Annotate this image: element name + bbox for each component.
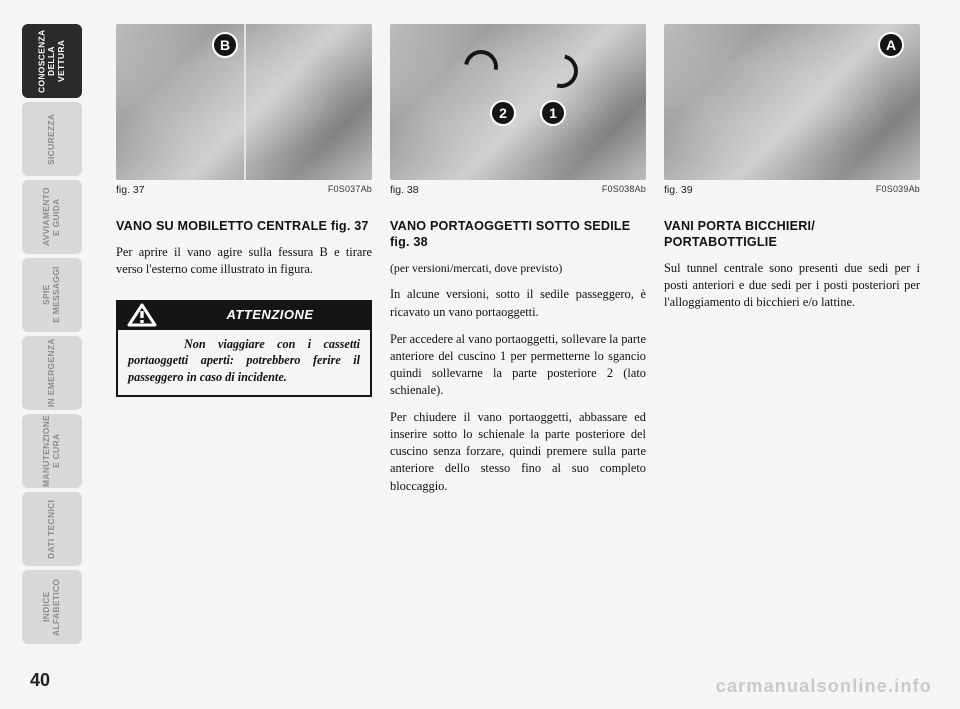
tab-conoscenza[interactable]: CONOSCENZA DELLA VETTURA bbox=[22, 24, 82, 98]
figure-37-label: fig. 37 bbox=[116, 184, 145, 196]
figure-38: 2 1 fig. 38 F0S038Ab bbox=[390, 24, 646, 196]
column-3: VANI PORTA BICCHIERI/ PORTABOTTIGLIE Sul… bbox=[664, 218, 920, 505]
tab-dati-tecnici[interactable]: DATI TECNICI bbox=[22, 492, 82, 566]
tab-avviamento[interactable]: AVVIAMENTO E GUIDA bbox=[22, 180, 82, 254]
figure-39-label: fig. 39 bbox=[664, 184, 693, 196]
watermark: carmanualsonline.info bbox=[716, 676, 932, 697]
figure-38-code: F0S038Ab bbox=[602, 184, 646, 196]
warning-text-content: Non viaggiare con i cassetti portaoggett… bbox=[128, 337, 360, 383]
warning-triangle-icon bbox=[116, 300, 168, 330]
warning-box: ATTENZIONE Non viaggiare con i cassetti … bbox=[116, 300, 372, 396]
figure-37-code: F0S037Ab bbox=[328, 184, 372, 196]
tab-emergenza[interactable]: IN EMERGENZA bbox=[22, 336, 82, 410]
page-number: 40 bbox=[30, 670, 50, 691]
col2-heading: VANO PORTAOGGETTI SOTTO SEDILE fig. 38 bbox=[390, 218, 646, 250]
figure-37: B fig. 37 F0S037Ab bbox=[116, 24, 372, 196]
tab-indice[interactable]: INDICE ALFABETICO bbox=[22, 570, 82, 644]
tab-manutenzione[interactable]: MANUTENZIONE E CURA bbox=[22, 414, 82, 488]
warning-body: Non viaggiare con i cassetti portaoggett… bbox=[116, 330, 372, 396]
figure-39: A fig. 39 F0S039Ab bbox=[664, 24, 920, 196]
figure-38-marker-1: 1 bbox=[540, 100, 566, 126]
warning-text: Non viaggiare con i cassetti portaoggett… bbox=[128, 336, 360, 384]
figure-39-marker-a: A bbox=[878, 32, 904, 58]
manual-page: CONOSCENZA DELLA VETTURA SICUREZZA AVVIA… bbox=[0, 0, 960, 709]
col3-heading: VANI PORTA BICCHIERI/ PORTABOTTIGLIE bbox=[664, 218, 920, 250]
warning-head: ATTENZIONE bbox=[116, 300, 372, 330]
column-2: VANO PORTAOGGETTI SOTTO SEDILE fig. 38 (… bbox=[390, 218, 646, 505]
figure-38-arrow-right bbox=[538, 48, 584, 94]
figures-row: B fig. 37 F0S037Ab 2 1 fig. 38 F0S038Ab … bbox=[116, 24, 934, 196]
figure-37-split bbox=[244, 24, 246, 180]
figure-39-image: A bbox=[664, 24, 920, 180]
figure-39-code: F0S039Ab bbox=[876, 184, 920, 196]
warning-title: ATTENZIONE bbox=[168, 300, 372, 330]
tab-sicurezza[interactable]: SICUREZZA bbox=[22, 102, 82, 176]
text-columns: VANO SU MOBILETTO CENTRALE fig. 37 Per a… bbox=[116, 218, 934, 505]
col1-p1: Per aprire il vano agire sulla fessura B… bbox=[116, 244, 372, 278]
col2-p3: Per chiudere il vano portaoggetti, abbas… bbox=[390, 409, 646, 495]
col3-p1: Sul tunnel centrale sono presenti due se… bbox=[664, 260, 920, 311]
col1-heading: VANO SU MOBILETTO CENTRALE fig. 37 bbox=[116, 218, 372, 234]
section-tabs: CONOSCENZA DELLA VETTURA SICUREZZA AVVIA… bbox=[22, 24, 82, 648]
figure-37-marker-b: B bbox=[212, 32, 238, 58]
tab-spie[interactable]: SPIE E MESSAGGI bbox=[22, 258, 82, 332]
figure-37-image: B bbox=[116, 24, 372, 180]
figure-37-caption: fig. 37 F0S037Ab bbox=[116, 184, 372, 196]
col2-note: (per versioni/mercati, dove previsto) bbox=[390, 260, 646, 276]
figure-38-label: fig. 38 bbox=[390, 184, 419, 196]
col2-p1: In alcune versioni, sotto il sedile pass… bbox=[390, 286, 646, 320]
column-1: VANO SU MOBILETTO CENTRALE fig. 37 Per a… bbox=[116, 218, 372, 505]
figure-38-caption: fig. 38 F0S038Ab bbox=[390, 184, 646, 196]
figure-38-arrow-left bbox=[457, 43, 504, 90]
figure-38-image: 2 1 bbox=[390, 24, 646, 180]
figure-39-caption: fig. 39 F0S039Ab bbox=[664, 184, 920, 196]
col2-p2: Per accedere al vano portaoggetti, solle… bbox=[390, 331, 646, 399]
figure-38-marker-2: 2 bbox=[490, 100, 516, 126]
